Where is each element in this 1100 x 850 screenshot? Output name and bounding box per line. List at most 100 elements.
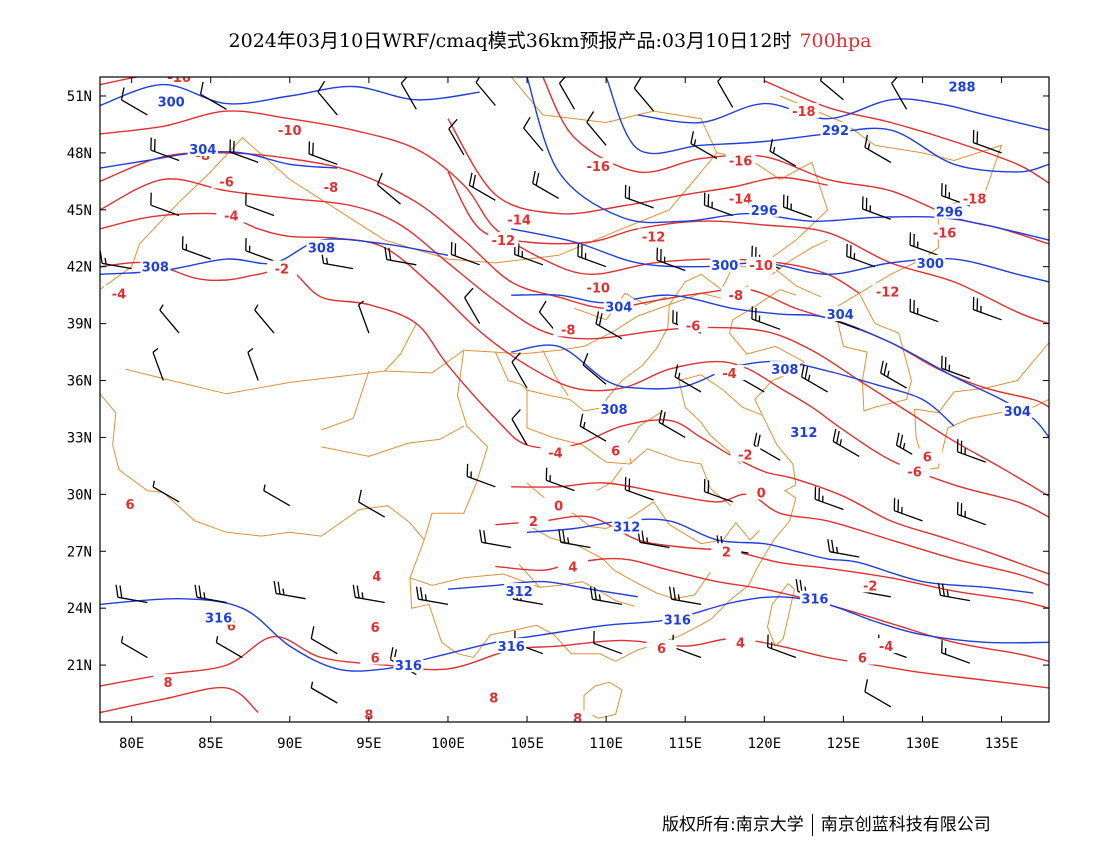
wind-barb <box>880 360 907 389</box>
wind-barb <box>115 584 148 604</box>
temperature-contour-label-bg <box>103 285 134 301</box>
province-borders <box>100 77 1049 719</box>
temperature-contour-line <box>100 178 1049 497</box>
border-line <box>542 349 569 396</box>
temperature-contour-label: 6 <box>858 652 867 667</box>
temperature-contour-label-bg <box>504 211 535 227</box>
border-line <box>678 374 762 416</box>
height-contour-label-bg <box>788 423 819 439</box>
y-tick-label: 45N <box>67 203 92 219</box>
wind-barb <box>376 172 401 205</box>
temperature-contour-label-bg <box>725 190 756 206</box>
wind-barb <box>893 497 923 522</box>
temperature-contour-label: -10 <box>749 259 773 274</box>
border-line <box>827 77 829 78</box>
height-contour-label-bg <box>662 611 693 627</box>
temperature-contour-label-bg <box>518 512 549 528</box>
temperature-contour-label: 4 <box>568 560 577 575</box>
wind-barb <box>941 640 971 664</box>
x-tick-label: 135E <box>985 736 1019 752</box>
y-axis: 21N 24N 27N 30N 33N 36N 39N 42N 45N 48N 51N <box>67 89 1049 674</box>
wind-barb <box>846 243 876 268</box>
temperature-contour-label-bg <box>678 317 709 333</box>
temperature-contour-label-bg <box>746 484 777 500</box>
wind-barb <box>891 77 908 110</box>
wind-barb <box>864 134 892 163</box>
x-tick-label: 110E <box>589 736 623 752</box>
border-line <box>526 390 732 507</box>
temperature-contour-label-bg <box>315 179 346 195</box>
temperature-contour-label-bg <box>115 495 146 511</box>
wind-barb <box>769 138 797 167</box>
height-contour-label: 312 <box>613 521 640 536</box>
wind-barb <box>400 77 417 110</box>
height-contour-label: 312 <box>790 426 817 441</box>
height-contour-label-bg <box>603 298 634 314</box>
temperature-contour-label: -6 <box>907 466 921 481</box>
wind-barb <box>624 184 654 209</box>
temperature-contour-label-bg <box>266 260 297 276</box>
wind-barb <box>120 636 148 659</box>
wind-barb <box>937 582 971 602</box>
height-contour-label: 296 <box>936 206 963 221</box>
x-tick-label: 120E <box>747 736 781 752</box>
height-contour-label-bg <box>306 239 337 255</box>
height-contour-label-bg <box>504 583 535 599</box>
wind-barb <box>532 170 560 199</box>
border-line <box>526 524 711 600</box>
y-tick-label: 39N <box>67 317 92 333</box>
height-contour-label: 300 <box>917 257 944 272</box>
temperature-contour-label-bg <box>929 224 960 240</box>
temperature-contour-label: 8 <box>364 708 373 723</box>
temperature-contour-line <box>542 77 1049 245</box>
temperature-contour-label: -4 <box>548 447 562 462</box>
height-contour-label-bg <box>799 590 830 606</box>
wind-barb <box>658 409 686 438</box>
temperature-contour-label: -18 <box>792 105 816 120</box>
height-contour-label: 288 <box>948 80 975 95</box>
temperature-contour-label-bg <box>855 577 886 593</box>
border-line <box>767 262 822 298</box>
wind-barb <box>357 300 370 334</box>
wind-barb <box>358 489 386 518</box>
temperature-contour-label: -8 <box>561 323 575 338</box>
temperature-contour-label: -16 <box>729 154 753 169</box>
wind-barb <box>595 311 623 340</box>
height-contour-line <box>511 344 955 427</box>
temperature-contours <box>100 77 1049 714</box>
wind-barb <box>245 192 275 217</box>
wind-barb <box>633 77 655 112</box>
wind-barb <box>545 467 575 492</box>
height-contour-line <box>526 518 1034 594</box>
height-contour-label-bg <box>915 254 946 270</box>
height-contour-line <box>447 580 638 598</box>
wind-barb <box>703 192 733 217</box>
temperature-contour-line <box>100 635 1049 689</box>
temperature-contour-label: 4 <box>372 570 381 585</box>
height-contour-label-bg <box>187 141 218 157</box>
wind-barb <box>624 477 654 501</box>
height-contour-label: 304 <box>189 143 216 158</box>
wind-barb <box>159 304 180 334</box>
x-tick-label: 130E <box>906 736 940 752</box>
wind-barb <box>690 131 718 160</box>
temperature-contour-label-bg <box>216 207 247 223</box>
height-contour-label-bg <box>709 256 740 272</box>
height-contour-label-bg <box>947 78 978 94</box>
wind-barb <box>263 484 291 507</box>
wind-barb <box>668 586 702 606</box>
x-tick-label: 125E <box>827 736 861 752</box>
wind-barb <box>674 364 702 393</box>
temperature-contour-label: -2 <box>863 579 877 594</box>
wind-barb <box>464 287 481 324</box>
height-contour-line <box>100 83 480 107</box>
wind-barb <box>308 141 338 165</box>
height-contour-label-bg <box>934 203 965 219</box>
temperature-contour-label-bg <box>720 287 751 303</box>
wind-barb <box>800 364 828 393</box>
wind-barbs <box>100 77 1002 708</box>
temperature-contour-label: -16 <box>586 160 610 175</box>
height-contour-label: 312 <box>506 585 533 600</box>
height-contour-label: 300 <box>158 96 185 111</box>
height-contour-label-bg <box>825 306 856 322</box>
